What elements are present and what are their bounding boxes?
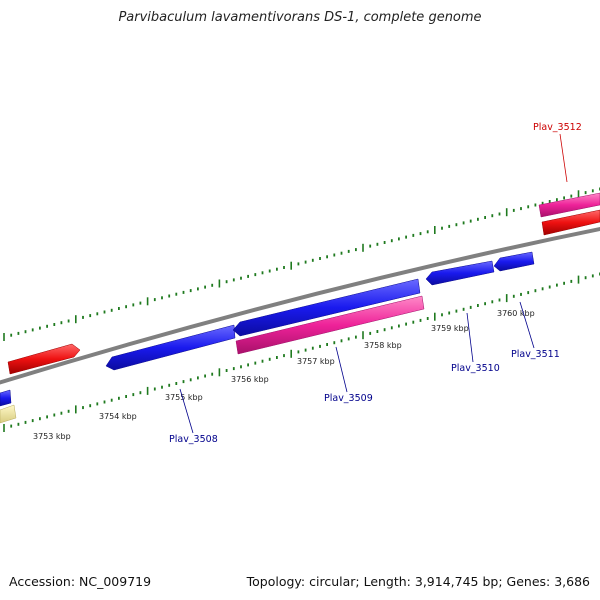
gene-label-plav-3512[interactable]: Plav_3512 [533, 122, 582, 133]
gene-plav-3509[interactable] [235, 295, 425, 355]
scale-label: 3755 kbp [165, 393, 203, 402]
scale-label: 3753 kbp [33, 432, 71, 441]
leader-plav-3508 [179, 388, 194, 434]
forward-strand-ticks [3, 187, 600, 341]
leader-plav-3511 [519, 301, 535, 349]
gene-plav-3509-blue[interactable] [232, 278, 421, 337]
map-title: Parvibaculum lavamentivorans DS-1, compl… [118, 10, 482, 25]
scale-label: 3758 kbp [364, 341, 402, 350]
scale-label: 3757 kbp [297, 357, 335, 366]
gene-blue-left-edge[interactable] [0, 389, 12, 407]
reverse-strand-ticks [3, 272, 600, 432]
gene-plav-3508[interactable] [105, 324, 236, 371]
scale-label: 3759 kbp [431, 324, 469, 333]
gene-plav-3511[interactable] [493, 251, 535, 272]
genome-summary-text: Topology: circular; Length: 3,914,745 bp… [246, 574, 590, 589]
accession-text: Accession: NC_009719 [9, 574, 152, 589]
leader-plav-3509 [335, 346, 348, 393]
gene-plav-3510[interactable] [425, 260, 495, 286]
gene-label-plav-3510[interactable]: Plav_3510 [451, 363, 500, 374]
gene-red-left[interactable] [7, 343, 81, 375]
leader-plav-3512 [559, 133, 568, 183]
genome-backbone [0, 226, 600, 385]
gene-label-plav-3511[interactable]: Plav_3511 [511, 349, 560, 360]
leader-plav-3510 [466, 312, 474, 363]
gene-label-plav-3508[interactable]: Plav_3508 [169, 434, 218, 445]
scale-label: 3756 kbp [231, 375, 269, 384]
gene-plav-3512-red[interactable] [541, 209, 600, 236]
scale-label: 3760 kbp [497, 309, 535, 318]
gene-plav-3512-pink[interactable] [538, 192, 600, 218]
scale-label: 3754 kbp [99, 412, 137, 421]
gene-khaki-left-edge[interactable] [0, 404, 17, 424]
gene-label-plav-3509[interactable]: Plav_3509 [324, 393, 373, 404]
